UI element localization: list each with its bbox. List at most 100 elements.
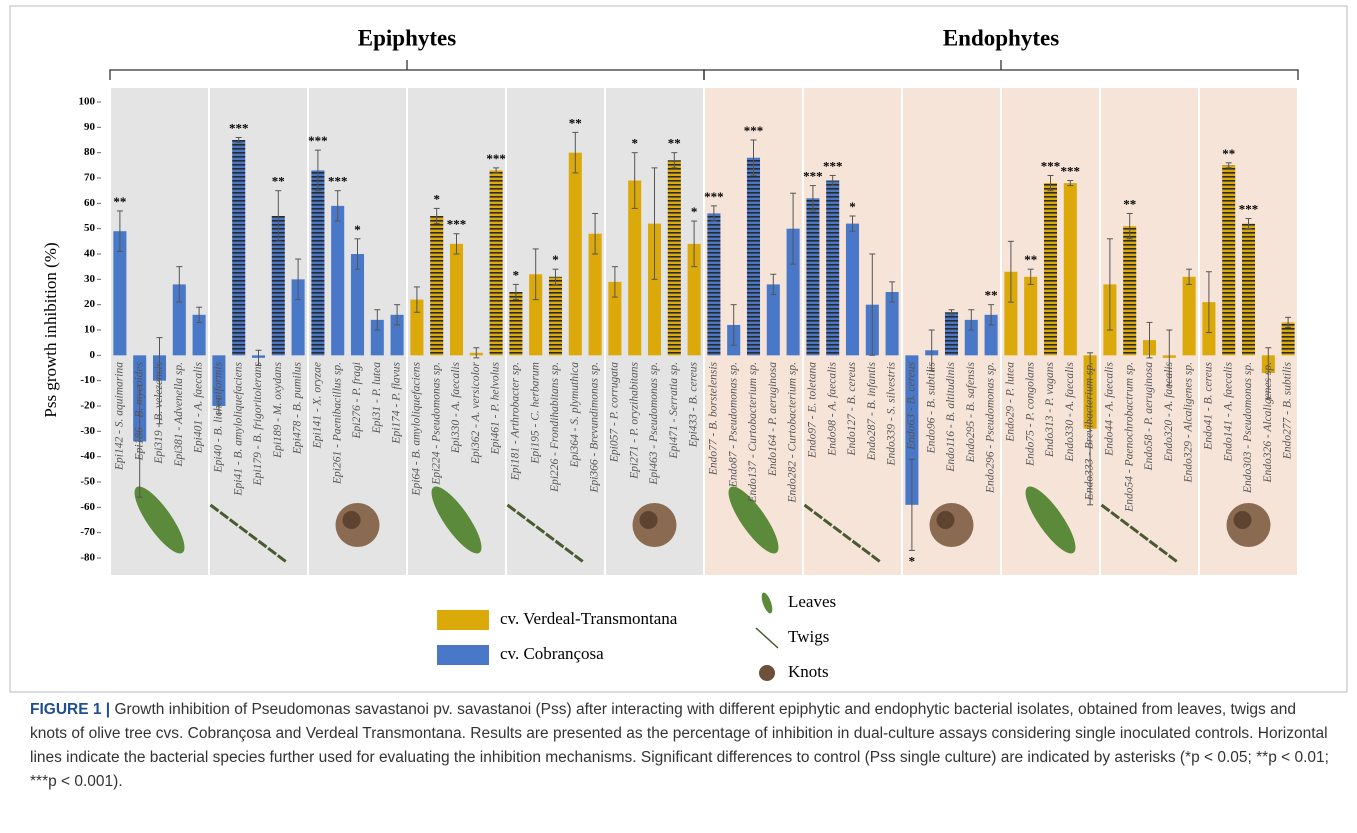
y-tick-label: 60 <box>84 197 96 209</box>
twig-icon <box>803 503 882 564</box>
bar <box>192 314 206 356</box>
bar <box>1281 322 1295 356</box>
bar <box>826 180 840 356</box>
significance-label: *** <box>486 151 506 166</box>
legend-icon <box>759 665 775 681</box>
leaf-icon <box>728 486 779 554</box>
bar <box>746 157 761 356</box>
x-tick-label: Endo98 - A. faecalis <box>826 361 838 456</box>
x-tick-label: Epi189 - M. oxydans <box>272 361 284 458</box>
x-tick-label: Epi181 - Arthrobacter sp. <box>510 362 522 481</box>
bar <box>548 276 563 356</box>
y-tick-label: 20 <box>84 298 96 310</box>
bar <box>410 299 424 356</box>
group-bracket <box>109 60 705 80</box>
significance-label: *** <box>803 169 823 184</box>
y-tick-label: -40 <box>80 450 95 462</box>
significance-label: *** <box>744 123 764 138</box>
caption-label: FIGURE 1 | <box>30 701 111 718</box>
knot-icon <box>1233 511 1252 529</box>
x-tick-label: Epi433 - B. cereus <box>688 361 700 448</box>
y-tick-label: -60 <box>80 501 95 513</box>
y-tick-label: 30 <box>84 273 96 285</box>
source-legend-label: Twigs <box>788 627 829 646</box>
significance-label: ** <box>1222 146 1235 161</box>
bar <box>885 292 899 356</box>
bar <box>687 243 701 356</box>
legend-swatch <box>437 645 489 665</box>
legend-swatch <box>437 610 489 630</box>
bar <box>1182 276 1196 356</box>
significance-label: * <box>552 252 559 267</box>
bar <box>1222 165 1236 356</box>
x-tick-label: Endo313 - P. vagans <box>1044 361 1056 458</box>
x-tick-label: Epi478 - B. pumilus <box>292 361 304 455</box>
bar <box>212 355 226 406</box>
x-tick-label: Endo54 - Paenochrobactrum sp. <box>1123 362 1135 513</box>
bar <box>1004 271 1018 356</box>
x-tick-label: Endo287 - B. infantis <box>866 361 878 461</box>
y-tick-label: -10 <box>80 374 95 386</box>
significance-label: ** <box>1024 252 1037 267</box>
significance-label: * <box>909 553 916 568</box>
bar <box>568 152 582 356</box>
x-tick-label: Epi362 - A. versicolor <box>470 361 482 465</box>
leaf-icon <box>134 486 185 554</box>
significance-label: * <box>513 267 520 282</box>
y-tick-label: 40 <box>84 248 96 260</box>
x-tick-label: Endo29 - P. lutea <box>1005 362 1017 443</box>
x-tick-label: Epi381 - Advenella sp. <box>173 362 185 468</box>
x-tick-label: Epi195 - C. herbarum <box>529 362 541 465</box>
significance-label: *** <box>328 174 348 189</box>
x-tick-label: Endo41 - B. cereus <box>1203 361 1215 450</box>
bar <box>430 216 444 356</box>
x-tick-label: Endo141 - A. faecalis <box>1222 361 1234 462</box>
source-legend-label: Leaves <box>788 592 836 611</box>
y-tick-label: 80 <box>84 146 96 158</box>
bar <box>350 254 365 356</box>
y-tick-label: 10 <box>84 324 96 336</box>
x-tick-label: Endo116 - B. altitudinis <box>945 361 957 472</box>
significance-label: *** <box>308 133 328 148</box>
bar <box>608 281 622 356</box>
x-tick-label: Epi142 - S. aquimarina <box>114 362 126 471</box>
bar <box>667 160 681 356</box>
significance-label: * <box>433 191 440 206</box>
x-tick-label: Endo77 - B. borstelensis <box>708 361 720 476</box>
x-tick-label: Epi41 - B. amyloliquefaciens <box>232 361 244 496</box>
y-tick-label: 70 <box>84 172 96 184</box>
x-tick-label: Endo127 - B. cereus <box>846 361 858 456</box>
significance-label: * <box>354 222 361 237</box>
y-tick-label: 90 <box>84 121 96 133</box>
x-tick-label: Endo329 - Alcaligenes sp. <box>1183 362 1195 484</box>
leaf-icon <box>431 486 482 554</box>
x-tick-label: Epi31 - P. lutea <box>371 362 383 435</box>
x-tick-label: Endo320 - A. faecalis <box>1163 361 1175 462</box>
panel-background <box>210 88 307 575</box>
bar <box>707 213 721 356</box>
significance-label: *** <box>1041 158 1061 173</box>
x-tick-label: Epi224 - Pseudomonas sp. <box>430 362 442 486</box>
bar <box>331 205 345 356</box>
group-bracket <box>703 60 1299 80</box>
significance-label: ** <box>668 136 681 151</box>
legend-label: cv. Verdeal-Transmontana <box>500 609 678 628</box>
bar <box>370 319 384 356</box>
y-tick-label: -20 <box>80 400 95 412</box>
significance-label: *** <box>229 120 249 135</box>
twig-icon <box>1100 503 1179 564</box>
legend-label: cv. Cobrançosa <box>500 644 604 663</box>
x-tick-label: Endo333 - Brevibacterium sp. <box>1084 362 1096 501</box>
bar <box>806 198 820 356</box>
x-tick-label: Epi174 - P. flavus <box>391 361 403 444</box>
x-tick-label: Epi271 - P. oryzihabitans <box>628 361 640 479</box>
x-tick-label: Endo63 - B. cereus <box>906 361 918 450</box>
bar <box>390 314 404 356</box>
y-tick-label: -80 <box>80 552 95 564</box>
x-tick-label: Endo87 - Pseudomonas sp. <box>727 362 739 488</box>
knot-icon <box>342 511 361 529</box>
bar <box>845 223 860 356</box>
x-tick-label: Endo339 - S. silvestris <box>886 361 898 466</box>
x-tick-label: Epi179 - B. frigoritolerans <box>252 361 264 486</box>
